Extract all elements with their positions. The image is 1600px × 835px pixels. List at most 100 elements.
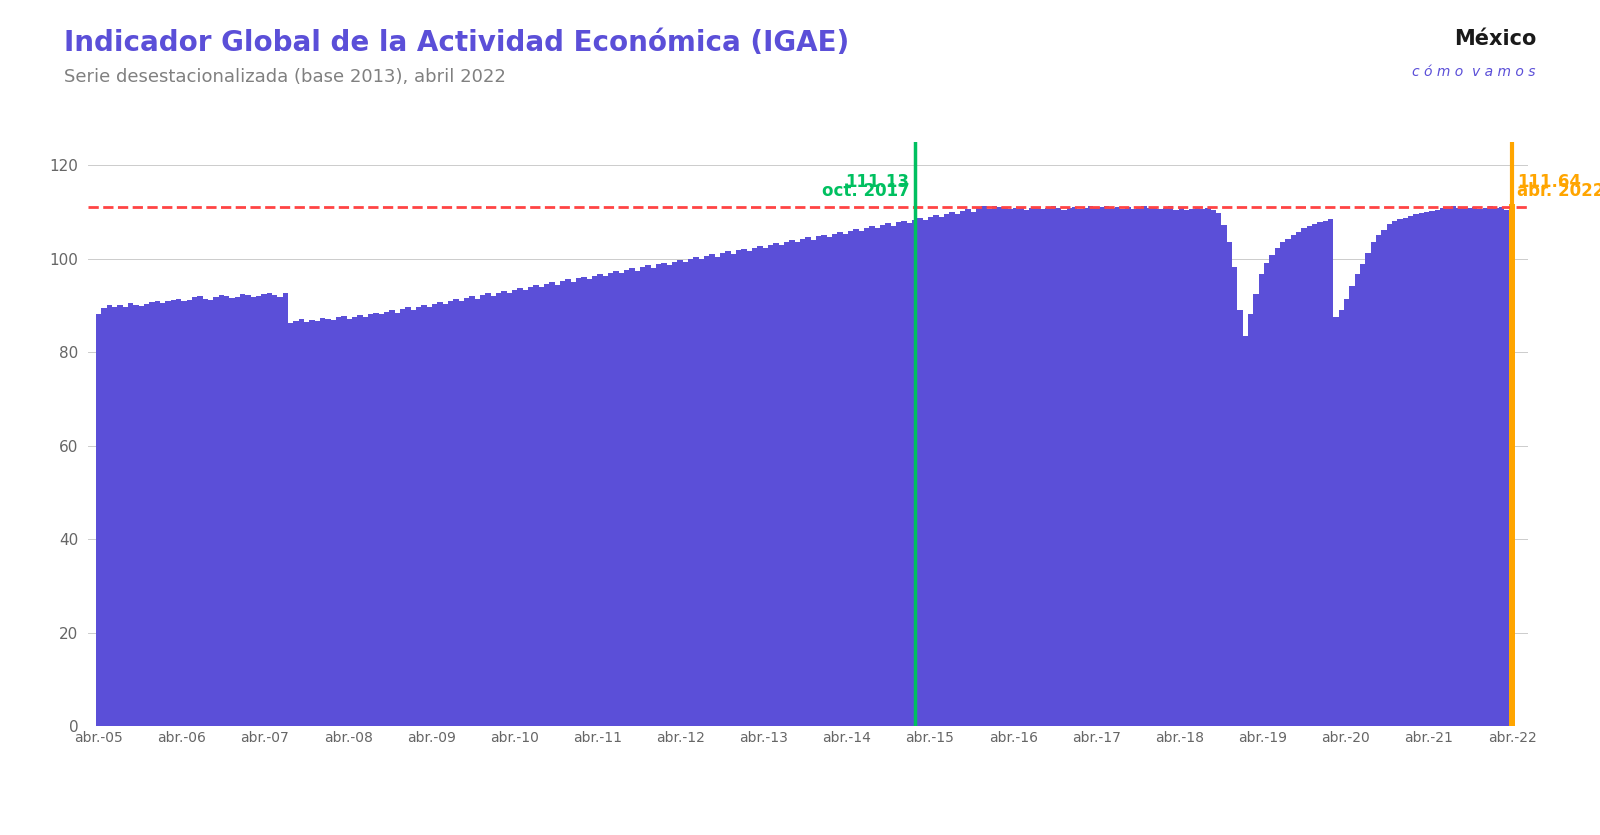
Bar [965,210,971,726]
Text: oct. 2017: oct. 2017 [821,182,909,200]
Bar [683,262,688,726]
Bar [1499,207,1504,726]
Bar [1280,242,1285,726]
Bar [507,293,512,726]
Text: 111.64: 111.64 [1517,173,1581,191]
Bar [245,296,251,726]
Bar [843,234,848,726]
Bar [757,245,763,726]
Bar [581,276,587,726]
Bar [523,291,528,726]
Bar [325,319,331,726]
Bar [661,262,667,726]
Bar [1024,210,1029,726]
Bar [1147,209,1152,726]
Bar [971,211,976,726]
Bar [976,209,981,726]
Bar [667,265,672,726]
Bar [1115,207,1120,726]
Bar [1504,210,1509,726]
Bar [1483,208,1488,726]
Bar [560,281,565,726]
Bar [256,296,261,726]
Bar [373,312,379,726]
Bar [1243,336,1248,726]
Text: ELABORADO POR MÉXICO, ¿CÓMO VAMOS? CON DATOS DEL INEGI.: ELABORADO POR MÉXICO, ¿CÓMO VAMOS? CON D… [24,800,694,822]
Bar [107,305,112,726]
Bar [1349,286,1355,726]
Bar [496,292,501,726]
Bar [752,248,757,726]
Bar [1067,208,1072,726]
Bar [784,242,789,726]
Bar [299,319,304,726]
Bar [427,307,432,726]
Bar [544,284,549,726]
Bar [213,297,219,726]
Bar [160,303,165,726]
Bar [1461,207,1467,726]
Bar [656,265,661,726]
Bar [1488,206,1493,726]
Bar [155,301,160,726]
Bar [1120,209,1125,726]
Bar [1179,209,1184,726]
Bar [485,293,491,726]
Bar [1360,264,1365,726]
Bar [480,296,485,726]
Bar [987,209,992,726]
Bar [1355,274,1360,726]
Bar [853,229,859,726]
Bar [229,298,235,726]
Bar [1109,208,1115,726]
Bar [1397,219,1403,726]
Bar [992,205,997,726]
Bar [1477,209,1483,726]
Bar [501,291,507,726]
Bar [859,231,864,726]
Bar [341,316,347,726]
Bar [1013,209,1019,726]
Bar [763,248,768,726]
Bar [704,256,709,726]
Bar [1371,242,1376,726]
Bar [187,300,192,726]
Bar [981,206,987,726]
Bar [1173,210,1179,726]
Bar [165,301,171,726]
Bar [288,323,293,726]
Bar [267,293,272,726]
Bar [1264,262,1269,726]
Bar [672,261,677,726]
Bar [896,222,901,726]
Bar [571,281,576,726]
Bar [1413,215,1419,726]
Bar [1136,208,1141,726]
Bar [917,218,923,726]
Bar [603,276,608,726]
Bar [1163,208,1168,726]
Bar [1424,212,1429,726]
Bar [635,271,640,726]
Bar [261,295,267,726]
Bar [549,282,555,726]
Text: c ó m o  v a m o s: c ó m o v a m o s [1413,65,1536,79]
Bar [923,220,928,726]
Bar [885,223,891,726]
Bar [171,300,176,726]
Bar [357,315,363,726]
Bar [741,249,747,726]
Bar [283,293,288,726]
Bar [1248,314,1253,726]
Bar [715,256,720,726]
Bar [176,299,181,726]
Bar [400,309,405,726]
Bar [949,212,955,726]
Bar [1285,239,1291,726]
Bar [117,305,123,726]
Bar [624,270,629,726]
Text: Serie desestacionalizada (base 2013), abril 2022: Serie desestacionalizada (base 2013), ab… [64,68,506,87]
Bar [437,302,443,726]
Bar [320,318,325,726]
Bar [1365,253,1371,726]
